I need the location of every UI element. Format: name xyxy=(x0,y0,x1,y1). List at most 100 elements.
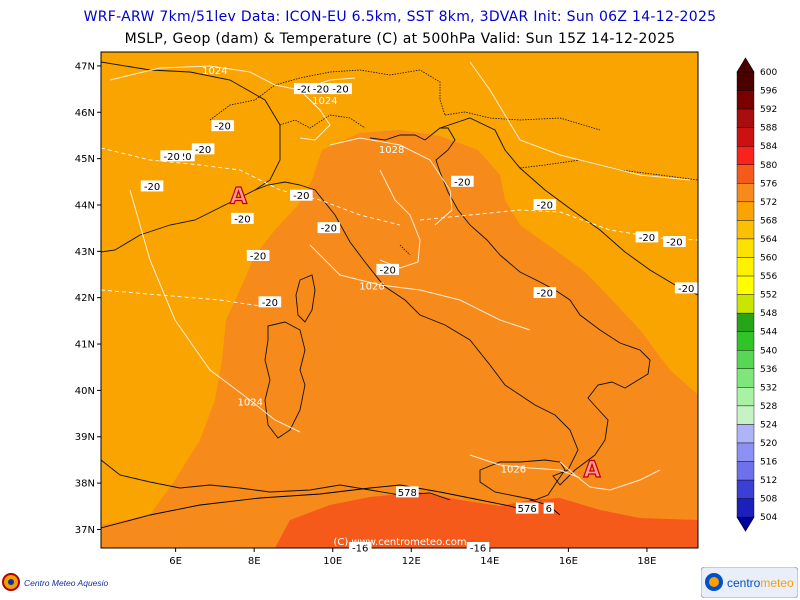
temperature-label-box xyxy=(290,189,313,201)
pressure-label: 1028 xyxy=(379,145,404,156)
temperature-label-box xyxy=(348,542,372,553)
colorbar-level-label: 540 xyxy=(760,346,777,356)
colorbar-swatch xyxy=(736,331,755,351)
lat-label: 47N xyxy=(75,61,95,72)
isotherms xyxy=(101,147,698,307)
colorbar-level-label: 532 xyxy=(760,383,777,393)
colorbar-swatch xyxy=(736,350,755,369)
geopotential-label: 578 xyxy=(398,488,417,499)
temperature-label: -20 xyxy=(144,182,160,193)
temperature-label: -20 xyxy=(262,298,278,309)
colorbar-level-label: 584 xyxy=(760,142,777,152)
chart-subtitle: MSLP, Geop (dam) & Temperature (C) at 50… xyxy=(124,31,676,47)
colorbar-top-arrow xyxy=(736,57,755,73)
high-pressure-markers: AA xyxy=(229,184,601,484)
map-frame xyxy=(100,51,699,549)
colorbar-level-label: 556 xyxy=(760,272,777,282)
colorbar-level-label: 516 xyxy=(760,458,777,468)
temperature-label-box xyxy=(211,120,235,132)
lon-label: 10E xyxy=(323,556,342,567)
temperature-label-box xyxy=(160,150,183,162)
colorbar-bottom-arrow xyxy=(736,516,755,532)
temperature-label-box xyxy=(376,263,400,275)
temperature-label-box xyxy=(329,83,352,95)
temperature-label: -20 xyxy=(175,152,191,163)
lon-label: 8E xyxy=(248,556,261,567)
colorbar-legend: 600 596 592 588 584 580 576 572 568 564 560 556 552 5… xyxy=(736,57,777,532)
temperature-labels: -20 -20 -20-20-20-20-20-20-20-20-20-20-20-… xyxy=(140,83,698,555)
fill-576 xyxy=(101,130,698,548)
temperature-label-box xyxy=(172,150,195,162)
geopotential-label-box xyxy=(396,486,419,498)
lon-label: 6E xyxy=(169,556,182,567)
geopotential-label: 576 xyxy=(518,504,537,515)
lat-label: 40N xyxy=(75,386,95,397)
lat-label: 46N xyxy=(75,108,95,119)
colorbar-level-label: 592 xyxy=(760,105,777,115)
colorbar-swatch xyxy=(736,442,755,462)
colorbar-swatch xyxy=(736,257,755,277)
colorbar-swatch xyxy=(736,145,755,165)
geopotential-label-box xyxy=(515,502,539,514)
colorbar-swatch xyxy=(736,201,755,221)
high-pressure-marker: A xyxy=(583,458,600,483)
colorbar-swatch xyxy=(736,387,755,407)
temperature-label: -20 xyxy=(215,122,231,133)
temperature-label-box xyxy=(533,198,557,210)
temperature-label-box xyxy=(258,296,282,308)
colorbar-level-label: 564 xyxy=(760,235,777,245)
model-info-title: WRF-ARW 7km/51lev Data: ICON-EU 6.5km, S… xyxy=(83,9,717,25)
temperature-label-box xyxy=(246,249,270,261)
temperature-label-box xyxy=(309,83,333,95)
colorbar-level-label: 572 xyxy=(760,198,777,208)
latitude-labels: 47N 46N 45N 44N 43N 42N 41N 40N 39N 38N 37N xyxy=(75,61,101,536)
colorbar-level-label: 580 xyxy=(760,161,777,171)
colorbar-level-label: 552 xyxy=(760,291,777,301)
lon-label: 16E xyxy=(559,556,578,567)
colorbar-level-label: 504 xyxy=(760,513,777,523)
lat-label: 37N xyxy=(75,525,95,536)
temperature-label: -20 xyxy=(678,284,694,295)
colorbar-swatch xyxy=(736,164,755,184)
colorbar-level-label: 560 xyxy=(760,254,777,264)
lat-label: 39N xyxy=(75,432,95,443)
centro-meteo-aquesio-logo: Centro Meteo Aquesio xyxy=(2,573,109,591)
colorbar-level-label: 536 xyxy=(760,365,777,375)
temperature-label-box xyxy=(293,83,317,95)
temperature-label: -20 xyxy=(454,177,470,188)
high-pressure-marker: A xyxy=(230,185,247,210)
isobars xyxy=(109,61,691,491)
temperature-label: -20 xyxy=(537,200,553,211)
colorbar-swatch xyxy=(736,424,755,444)
colorbar-level-label: 568 xyxy=(760,216,777,226)
lon-label: 12E xyxy=(402,556,421,567)
pressure-labels: 1024 1024 1028 1026 1024 1026 xyxy=(202,66,526,476)
colorbar-swatch xyxy=(736,479,755,499)
geopotential-label: 6 xyxy=(546,504,552,515)
lat-label: 38N xyxy=(75,479,95,490)
copyright-credit: (C) www.centrometeo.com xyxy=(333,537,466,548)
colorbar-swatch xyxy=(736,498,755,518)
pressure-label: 1024 xyxy=(238,397,263,408)
temperature-label: -20 xyxy=(666,238,682,249)
lat-label: 45N xyxy=(75,154,95,165)
colorbar-swatch xyxy=(736,220,755,240)
logo-right-text-a: centro xyxy=(727,576,761,590)
lon-label: 14E xyxy=(480,556,499,567)
pressure-label: 1024 xyxy=(312,96,337,107)
temperature-label-box xyxy=(140,180,164,192)
colorbar-level-label: 576 xyxy=(760,179,777,189)
svg-text:centrometeo: centrometeo xyxy=(727,576,794,590)
colorbar-level-label: 548 xyxy=(760,309,777,319)
lat-label: 42N xyxy=(75,293,95,304)
temperature-label: -20 xyxy=(293,191,309,202)
logo-left-text: Centro Meteo Aquesio xyxy=(24,578,109,588)
temperature-label-box xyxy=(231,212,254,224)
colorbar-level-label: 524 xyxy=(760,420,777,430)
longitude-labels: 6E 8E 10E 12E 14E 16E 18E xyxy=(169,548,656,567)
geopotential-label-box xyxy=(543,502,554,514)
temperature-label: -20 xyxy=(380,265,396,276)
colorbar-swatch xyxy=(736,461,755,481)
temperature-label-box xyxy=(635,231,659,243)
